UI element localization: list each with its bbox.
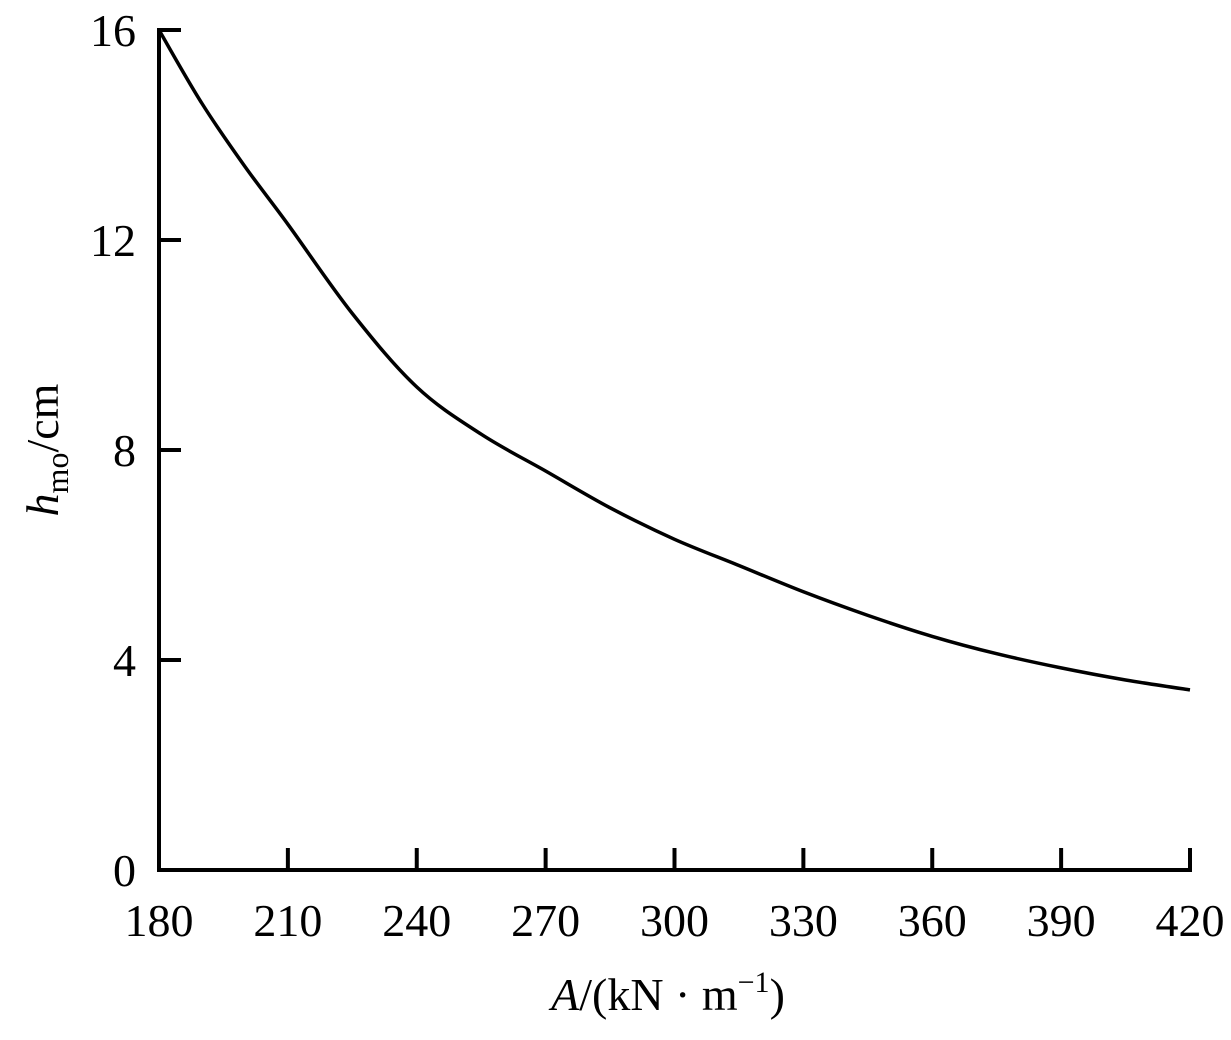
data-series-line (157, 29, 1191, 692)
x-tick-label: 330 (769, 895, 838, 946)
x-tick-label: 300 (640, 895, 709, 946)
y-axis-title: hmo/cm (17, 383, 75, 516)
x-tick-label: 240 (382, 895, 451, 946)
y-tick-label: 4 (113, 635, 136, 686)
x-tick-label: 180 (125, 895, 194, 946)
x-tick-label: 270 (511, 895, 580, 946)
x-tick-label: 420 (1156, 895, 1225, 946)
x-axis-ticks: 180 210 240 270 300 330 360 390 420 (125, 848, 1225, 946)
y-tick-label: 0 (113, 845, 136, 896)
x-tick-label: 360 (898, 895, 967, 946)
y-tick-label: 12 (90, 215, 136, 266)
x-axis-title: A/(kN · m−1) (548, 966, 785, 1020)
x-tick-label: 390 (1027, 895, 1096, 946)
y-tick-label: 8 (113, 425, 136, 476)
y-axis-ticks: 0 4 8 12 16 (90, 5, 181, 896)
y-tick-label: 16 (90, 5, 136, 56)
x-tick-label: 210 (253, 895, 322, 946)
